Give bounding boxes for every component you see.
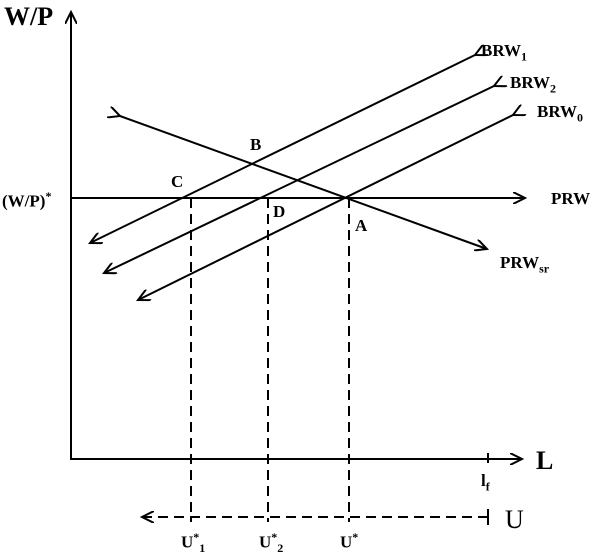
- point-b-label: B: [250, 135, 262, 154]
- brw2-line: [104, 86, 494, 273]
- wp-star-tick: (W/P)*: [2, 190, 51, 210]
- point-a-label: A: [355, 216, 368, 235]
- prw-label: PRW: [551, 189, 591, 208]
- brw2-text: BRW: [510, 73, 551, 92]
- prwsr-line: [120, 116, 487, 249]
- prwsr-sub: sr: [539, 261, 550, 276]
- lf-label: lf: [481, 472, 490, 492]
- brw1-text: BRW: [481, 41, 522, 60]
- u1-sup: *: [193, 530, 200, 544]
- brw2-sub: 2: [550, 81, 557, 96]
- brw2-label: BRW2: [510, 74, 556, 94]
- prwsr-text: PRW: [500, 253, 540, 272]
- u1-text: U: [181, 532, 194, 552]
- u1-sub: 1: [199, 541, 206, 553]
- u-star-label: U*: [340, 531, 358, 551]
- u2-text: U: [259, 532, 272, 552]
- brw0-sub: 0: [577, 110, 584, 125]
- u2-sub: 2: [277, 541, 284, 553]
- lf-text: l: [481, 471, 486, 490]
- u-star-1-label: U*1: [181, 531, 205, 553]
- point-d-label: D: [273, 202, 286, 221]
- wp-star-sup: *: [45, 189, 52, 203]
- u-axis-label: U: [505, 505, 524, 534]
- u-text: U: [340, 532, 353, 552]
- l-axis-label: L: [536, 446, 554, 475]
- lf-sub: f: [485, 479, 490, 494]
- point-c-label: C: [171, 172, 184, 191]
- u-star-2-label: U*2: [259, 531, 283, 553]
- u2-sup: *: [271, 530, 278, 544]
- brw0-label: BRW0: [537, 103, 583, 123]
- brw0-text: BRW: [537, 102, 578, 121]
- brw1-sub: 1: [521, 49, 528, 64]
- prwsr-label: PRWsr: [500, 254, 549, 274]
- y-axis-label: W/P: [4, 2, 54, 31]
- wp-star-text: (W/P): [2, 191, 46, 211]
- brw1-label: BRW1: [481, 42, 527, 62]
- u-sup: *: [352, 530, 359, 544]
